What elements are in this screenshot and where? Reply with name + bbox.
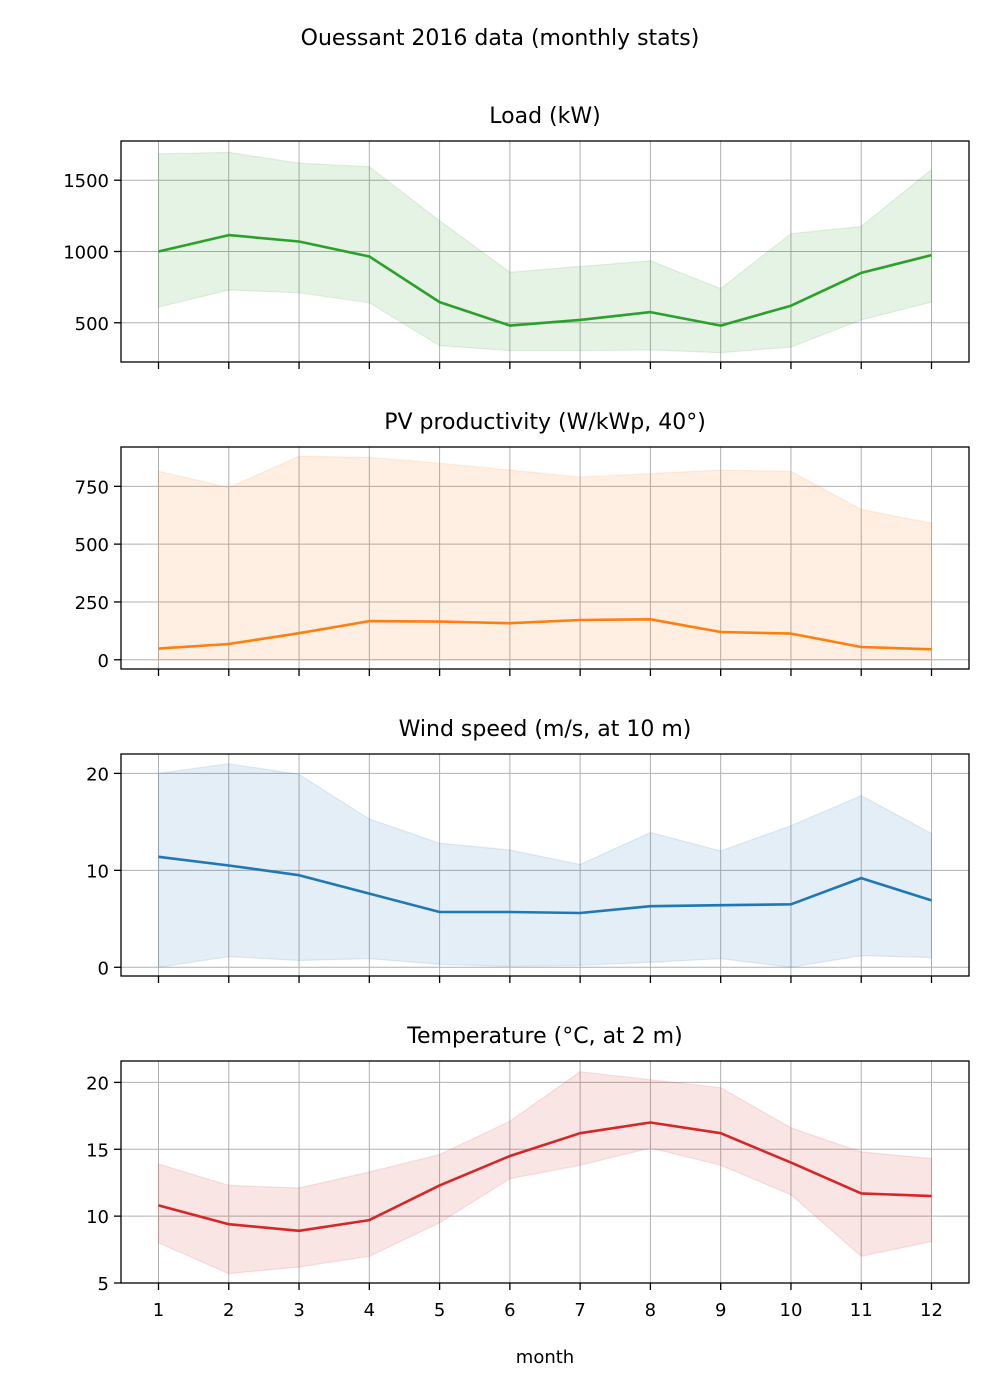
x-tick-label: 2	[223, 1300, 234, 1321]
axes-frame	[120, 446, 970, 670]
panel-title: Temperature (°C, at 2 m)	[406, 1024, 682, 1049]
min-max-band	[157, 763, 933, 968]
x-tick-label: 7	[574, 1300, 585, 1321]
y-tick-label: 500	[75, 314, 109, 335]
panel-title: Wind speed (m/s, at 10 m)	[399, 717, 692, 742]
y-tick-label: 750	[75, 477, 109, 498]
y-tick-label: 20	[86, 1073, 109, 1094]
x-tick-label: 8	[645, 1300, 656, 1321]
x-tick-label: 1	[153, 1300, 164, 1321]
y-tick-label: 10	[86, 1207, 109, 1228]
y-tick-label: 1000	[63, 243, 109, 264]
x-axis-label: month	[516, 1347, 574, 1368]
panel-pv-productivity: PV productivity (W/kWp, 40°) 0 250 500 750	[75, 410, 970, 676]
mean-line	[158, 233, 932, 327]
axes-frame	[120, 1060, 970, 1284]
y-tick-label: 0	[98, 958, 109, 979]
x-tick-label: 3	[293, 1300, 304, 1321]
figure-suptitle: Ouessant 2016 data (monthly stats)	[300, 26, 700, 51]
x-tick-label: 4	[364, 1300, 375, 1321]
x-tick-label: 10	[780, 1300, 803, 1321]
mean-line	[158, 1121, 932, 1233]
y-tick-label: 500	[75, 535, 109, 556]
min-max-band	[157, 455, 933, 661]
x-tick-label: 11	[850, 1300, 873, 1321]
axes-frame	[120, 753, 970, 977]
y-tick-label: 1500	[63, 171, 109, 192]
min-max-band	[157, 151, 933, 354]
panel-wind-speed: Wind speed (m/s, at 10 m) 0 10 20	[86, 717, 970, 983]
y-tick-label: 0	[98, 651, 109, 672]
y-tick-label: 20	[86, 764, 109, 785]
y-tick-label: 15	[86, 1140, 109, 1161]
y-tick-label: 5	[98, 1274, 109, 1295]
x-tick-label: 6	[504, 1300, 515, 1321]
panel-load: Load (kW) 500 1000 1500	[63, 104, 970, 369]
y-tick-label: 250	[75, 593, 109, 614]
panel-title: Load (kW)	[489, 104, 600, 129]
x-tick-label: 5	[434, 1300, 445, 1321]
y-tick-label: 10	[86, 861, 109, 882]
panel-title: PV productivity (W/kWp, 40°)	[384, 410, 706, 435]
mean-line	[158, 855, 932, 915]
x-tick-label: 9	[715, 1300, 726, 1321]
x-tick-label: 12	[920, 1300, 943, 1321]
mean-line	[158, 617, 932, 651]
